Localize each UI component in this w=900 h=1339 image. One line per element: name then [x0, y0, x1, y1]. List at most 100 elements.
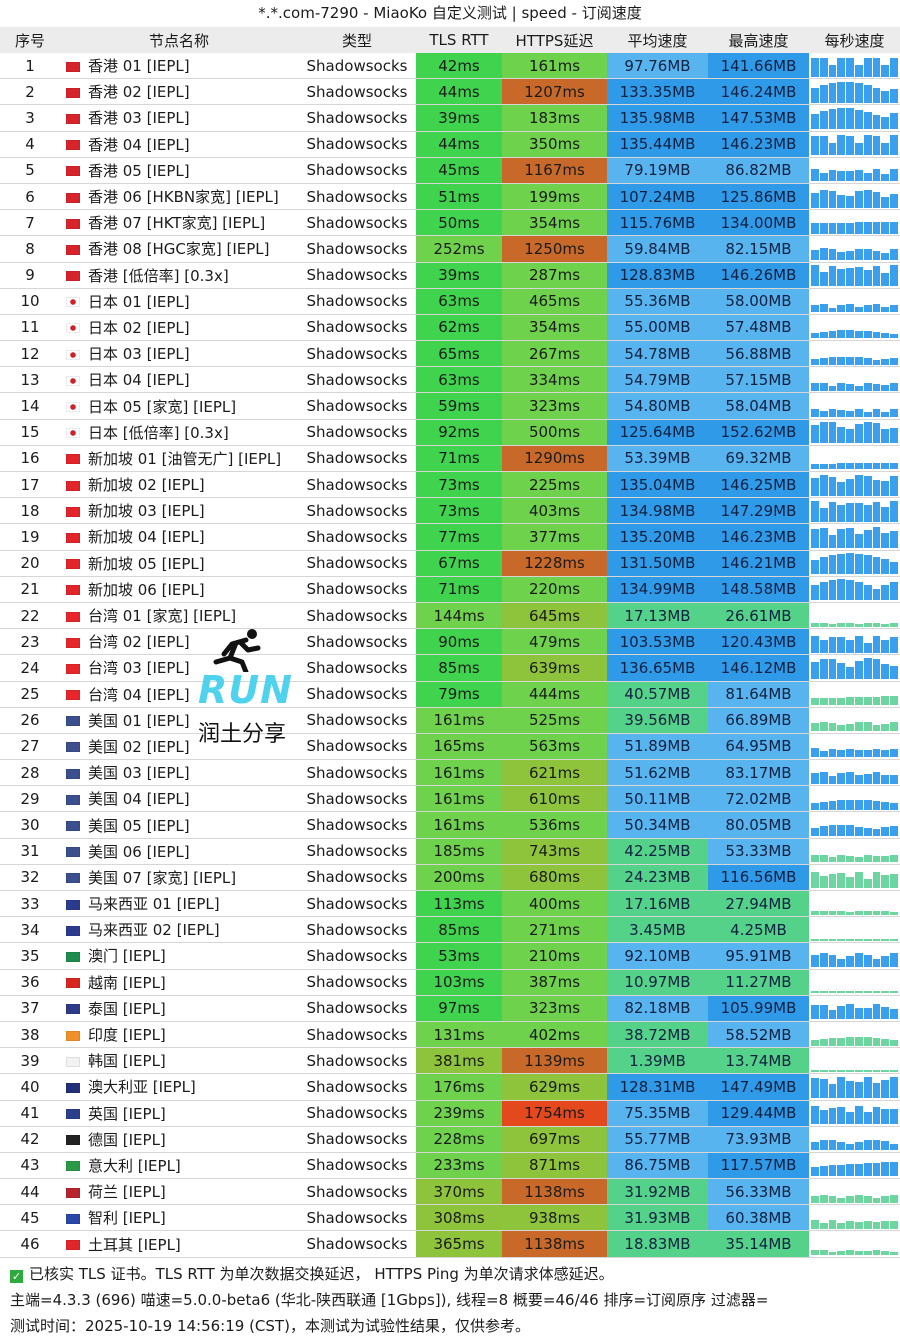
sparkline-bar — [890, 305, 898, 313]
row-node-name: 越南 [IEPL] — [60, 969, 298, 996]
jp-flag-icon — [66, 349, 80, 360]
row-speed-sparkline — [809, 104, 900, 132]
row-https-latency: 1228ms — [502, 550, 607, 577]
sparkline-bar — [811, 88, 819, 103]
row-index: 12 — [0, 340, 60, 368]
row-max-speed: 27.94MB — [708, 890, 809, 918]
speed-sparkline — [809, 1128, 900, 1151]
sparkline-bar — [811, 528, 819, 548]
us-flag-icon — [66, 821, 80, 832]
table-row: 6 香港 06 [HKBN家宽] [IEPL] Shadowsocks 51ms 199… — [0, 183, 900, 211]
sparkline-bar — [819, 751, 828, 758]
row-tls-rtt: 90ms — [416, 628, 502, 656]
row-avg-speed: 55.77MB — [607, 1126, 708, 1153]
sparkline-bar — [890, 953, 898, 967]
header-per-second-speed: 每秒速度 — [809, 27, 900, 53]
sparkline-bar — [828, 1084, 837, 1098]
sparkline-bar — [846, 748, 854, 758]
sparkline-bar — [837, 1106, 846, 1125]
row-type: Shadowsocks — [298, 523, 416, 551]
hk-flag-icon — [66, 166, 80, 177]
table-row: 27 美国 02 [IEPL] Shadowsocks 165ms 563ms 51.89… — [0, 733, 900, 761]
row-type: Shadowsocks — [298, 366, 416, 394]
row-tls-rtt: 71ms — [416, 576, 502, 603]
table-row: 7 香港 07 [HKT家宽] [IEPL] Shadowsocks 50ms 354m… — [0, 209, 900, 237]
sparkline-bar — [837, 304, 846, 313]
row-avg-speed: 51.89MB — [607, 733, 708, 761]
sparkline-bar — [837, 356, 846, 365]
sparkline-bar — [819, 640, 828, 653]
sparkline-bar — [846, 855, 854, 863]
row-index: 41 — [0, 1100, 60, 1127]
row-node-name: 意大利 [IEPL] — [60, 1152, 298, 1180]
row-avg-speed: 128.31MB — [607, 1073, 708, 1101]
sparkline-bar — [811, 169, 819, 182]
row-node-name: 智利 [IEPL] — [60, 1204, 298, 1232]
sparkline-bar — [837, 911, 846, 915]
sparkline-bar — [837, 800, 846, 810]
row-type: Shadowsocks — [298, 550, 416, 577]
sparkline-bar — [854, 582, 863, 601]
sparkline-bar — [890, 825, 898, 837]
sparkline-bar — [881, 938, 890, 941]
sg-flag-icon — [66, 532, 80, 543]
hk-flag-icon — [66, 244, 80, 255]
row-index: 33 — [0, 890, 60, 918]
sparkline-bar — [863, 248, 872, 260]
sparkline-bar — [854, 721, 863, 732]
sparkline-bar — [854, 307, 863, 313]
sparkline-bar — [890, 1143, 898, 1151]
speed-sparkline — [809, 1233, 900, 1256]
sparkline-bar — [837, 579, 846, 601]
sparkline-bar — [819, 1194, 828, 1203]
row-type: Shadowsocks — [298, 1021, 416, 1049]
speed-sparkline — [809, 866, 900, 889]
sparkline-bar — [881, 1141, 890, 1151]
row-type: Shadowsocks — [298, 497, 416, 525]
check-icon: ✓ — [10, 1270, 23, 1283]
sparkline-bar — [881, 196, 890, 208]
row-https-latency: 354ms — [502, 314, 607, 342]
row-https-latency: 387ms — [502, 969, 607, 996]
row-max-speed: 147.53MB — [708, 104, 809, 132]
row-node-name: 德国 [IEPL] — [60, 1126, 298, 1153]
sparkline-bar — [854, 1163, 863, 1177]
speed-sparkline — [809, 709, 900, 732]
sg-flag-icon — [66, 559, 80, 570]
table-row: 37 泰国 [IEPL] Shadowsocks 97ms 323ms 82.18MB 10… — [0, 995, 900, 1022]
header-row: 序号 节点名称 类型 TLS RTT HTTPS延迟 平均速度 最高速度 每秒速… — [0, 27, 900, 53]
sparkline-bar — [846, 825, 854, 837]
row-node-name: 美国 05 [IEPL] — [60, 811, 298, 839]
row-tls-rtt: 63ms — [416, 288, 502, 315]
sparkline-bar — [811, 135, 819, 156]
row-https-latency: 267ms — [502, 340, 607, 368]
sparkline-bar — [837, 553, 846, 575]
sparkline-bar — [872, 588, 881, 601]
row-speed-sparkline — [809, 235, 900, 263]
node-name-text: 美国 04 [IEPL] — [88, 790, 190, 809]
sparkline-bar — [854, 83, 863, 103]
row-type: Shadowsocks — [298, 1073, 416, 1101]
sparkline-bar — [890, 382, 898, 391]
row-index: 22 — [0, 602, 60, 630]
sparkline-bar — [890, 912, 898, 915]
sparkline-bar — [854, 991, 863, 994]
row-speed-sparkline — [809, 366, 900, 394]
row-https-latency: 621ms — [502, 759, 607, 787]
sparkline-bar — [854, 635, 863, 653]
row-index: 14 — [0, 392, 60, 420]
row-node-name: 香港 06 [HKBN家宽] [IEPL] — [60, 183, 298, 211]
row-tls-rtt: 176ms — [416, 1073, 502, 1101]
sparkline-bar — [881, 640, 890, 653]
speed-sparkline — [809, 159, 900, 182]
sparkline-bar — [854, 938, 863, 941]
sparkline-bar — [863, 773, 872, 784]
table-row: 39 韩国 [IEPL] Shadowsocks 381ms 1139ms 1.39MB 1… — [0, 1047, 900, 1075]
row-max-speed: 120.43MB — [708, 628, 809, 656]
sparkline-bar — [890, 854, 898, 863]
sparkline-bar — [863, 304, 872, 313]
row-tls-rtt: 44ms — [416, 78, 502, 106]
row-index: 18 — [0, 497, 60, 525]
row-node-name: 英国 [IEPL] — [60, 1100, 298, 1127]
sparkline-bar — [811, 772, 819, 784]
